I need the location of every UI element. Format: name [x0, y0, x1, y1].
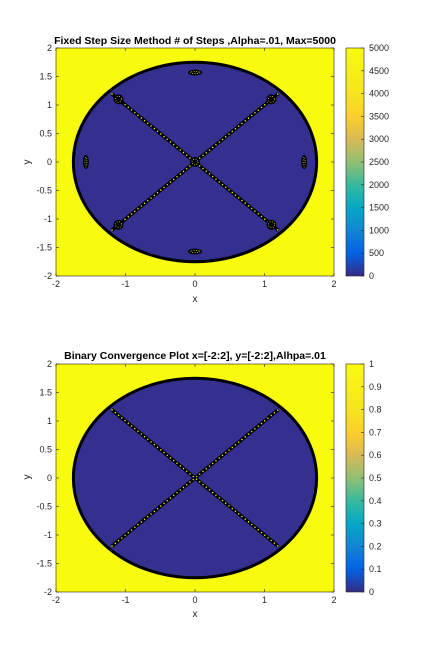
- y-tick-label: -2: [44, 271, 52, 281]
- fixed-point-marker: [188, 248, 202, 255]
- y-tick-label: -1: [44, 214, 52, 224]
- y-tick-label: 0: [47, 157, 52, 167]
- x-tick-label: 1: [262, 595, 267, 605]
- fixed-point-dots: [115, 221, 122, 229]
- x-axis-ticks: -2 -1 0 1 2: [52, 364, 337, 605]
- y-tick-label: -1.5: [36, 559, 52, 569]
- colorbar-tick-label: 0.6: [369, 450, 382, 460]
- colorbar-tick-label: 0.1: [369, 564, 382, 574]
- chart-title: Binary Convergence Plot x=[-2:2], y=[-2:…: [64, 350, 326, 362]
- y-tick-label: -1: [44, 530, 52, 540]
- colorbar-tick-label: 4500: [369, 66, 389, 76]
- y-axis-ticks: -2 -1.5 -1 -0.5 0 0.5 1 1.5 2: [36, 359, 334, 597]
- colorbar-tick-label: 0.3: [369, 519, 382, 529]
- fixed-point-marker: [188, 69, 202, 76]
- colorbar-tick-label: 5000: [369, 43, 389, 53]
- fixed-point-marker: [266, 219, 277, 230]
- x-tick-label: 2: [331, 279, 336, 289]
- colorbar-tick-label: 3500: [369, 111, 389, 121]
- y-tick-label: 0.5: [39, 445, 52, 455]
- colorbar-tick-label: 0.5: [369, 473, 382, 483]
- y-tick-label: 2: [47, 43, 52, 53]
- x-tick-label: -2: [52, 595, 60, 605]
- fixed-point-dots: [189, 71, 201, 74]
- colorbar-tick-label: 0: [369, 271, 374, 281]
- colorbar-tick-label: 4000: [369, 89, 389, 99]
- y-axis-label: y: [22, 160, 33, 165]
- x-tick-label: -1: [121, 595, 129, 605]
- colorbar-tick-label: 500: [369, 248, 384, 258]
- fixed-point-dots: [84, 156, 88, 168]
- fixed-point-marker: [266, 94, 277, 105]
- colorbar-tick-label: 0.8: [369, 405, 382, 415]
- fixed-point-dots: [191, 158, 199, 166]
- colorbar-tick-label: 2000: [369, 180, 389, 190]
- y-tick-label: -1.5: [36, 243, 52, 253]
- y-axis-ticks: -2 -1.5 -1 -0.5 0 0.5 1 1.5 2: [36, 43, 334, 281]
- colorbar-tick-label: 0.7: [369, 427, 382, 437]
- x-tick-label: 1: [262, 279, 267, 289]
- x-axis-label: x: [193, 294, 198, 305]
- y-tick-label: 1: [47, 416, 52, 426]
- fixed-point-marker: [113, 219, 124, 230]
- x-axis-label: x: [193, 609, 198, 620]
- chart-title: Fixed Step Size Method # of Steps ,Alpha…: [54, 35, 336, 47]
- colorbar-tick-label: 0: [369, 587, 374, 597]
- y-tick-label: 1: [47, 100, 52, 110]
- fixed-point-dots: [268, 221, 275, 229]
- fixed-point-marker: [301, 155, 308, 169]
- fixed-point-marker: [113, 94, 124, 105]
- panel-1: Fixed Step Size Method # of Steps ,Alpha…: [22, 35, 389, 305]
- colorbar-tick-label: 1: [369, 359, 374, 369]
- colorbar: 0 0.1 0.2 0.3 0.4 0.5 0.6 0.7 0.8 0.9 1: [345, 359, 382, 597]
- y-tick-label: 0: [47, 473, 52, 483]
- fixed-point-dots: [302, 156, 306, 168]
- y-tick-label: 2: [47, 359, 52, 369]
- x-tick-label: -2: [52, 279, 60, 289]
- heatmap-plot: [55, 47, 335, 277]
- colorbar-tick-label: 1500: [369, 203, 389, 213]
- colorbar-tick-label: 0.4: [369, 496, 382, 506]
- colorbar-tick-label: 2500: [369, 157, 389, 167]
- y-tick-label: -0.5: [36, 186, 52, 196]
- y-tick-label: 1.5: [39, 388, 52, 398]
- fixed-point-marker: [190, 157, 200, 167]
- fixed-point-marker: [82, 155, 89, 169]
- fixed-point-dots: [115, 95, 122, 103]
- heatmap-plot: [55, 363, 335, 593]
- x-tick-label: 0: [192, 279, 197, 289]
- y-tick-label: -2: [44, 587, 52, 597]
- panel-2: Binary Convergence Plot x=[-2:2], y=[-2:…: [22, 350, 382, 620]
- y-tick-label: 1.5: [39, 72, 52, 82]
- x-tick-label: 2: [331, 595, 336, 605]
- fixed-point-dots: [189, 250, 201, 253]
- y-axis-label: y: [22, 475, 33, 480]
- x-tick-label: -1: [121, 279, 129, 289]
- y-tick-label: -0.5: [36, 502, 52, 512]
- colorbar-tick-label: 1000: [369, 225, 389, 235]
- y-tick-label: 0.5: [39, 129, 52, 139]
- diagonal-line: [110, 408, 280, 548]
- colorbar-tick-label: 0.9: [369, 382, 382, 392]
- colorbar: 0 500 1000 1500 2000 2500 3000 3500 4000 4500 5000: [345, 43, 389, 281]
- fixed-point-dots: [268, 95, 275, 103]
- x-tick-label: 0: [192, 595, 197, 605]
- x-axis-ticks: -2 -1 0 1 2: [52, 48, 337, 289]
- colorbar-tick-label: 0.2: [369, 541, 382, 551]
- colorbar-tick-label: 3000: [369, 134, 389, 144]
